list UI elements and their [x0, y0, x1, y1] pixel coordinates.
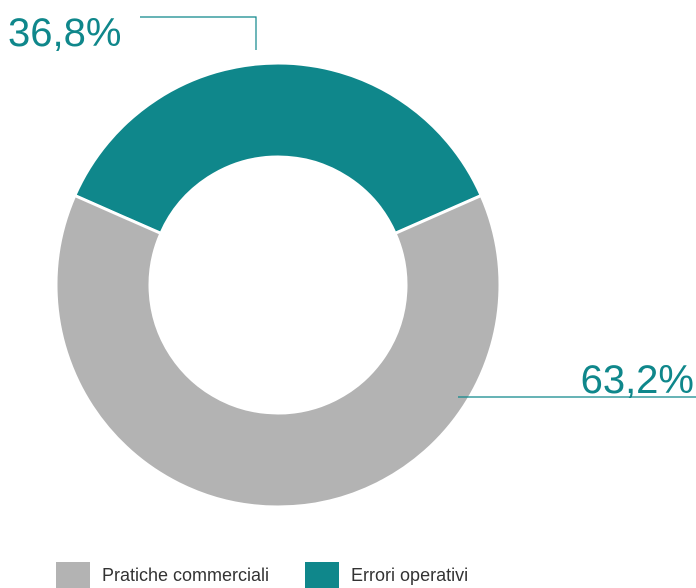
- slice-pratiche-commerciali: [54, 193, 502, 509]
- leader-line-errori-operativi: [140, 16, 257, 50]
- value-label-errori-operativi: 36,8%: [8, 11, 121, 55]
- legend-item-pratiche-commerciali: Pratiche commerciali: [56, 562, 269, 588]
- legend-label-errori-operativi: Errori operativi: [351, 564, 469, 585]
- donut-slices: [54, 61, 502, 509]
- legend-label-pratiche-commerciali: Pratiche commerciali: [102, 564, 270, 585]
- value-label-pratiche-commerciali: 63,2%: [581, 358, 694, 402]
- legend-item-errori-operativi: Errori operativi: [305, 562, 468, 588]
- legend-swatch-pratiche-commerciali: [56, 562, 90, 588]
- legend: Pratiche commerciali Errori operativi: [56, 562, 504, 588]
- legend-swatch-errori-operativi: [305, 562, 340, 588]
- slice-errori-operativi: [72, 61, 484, 236]
